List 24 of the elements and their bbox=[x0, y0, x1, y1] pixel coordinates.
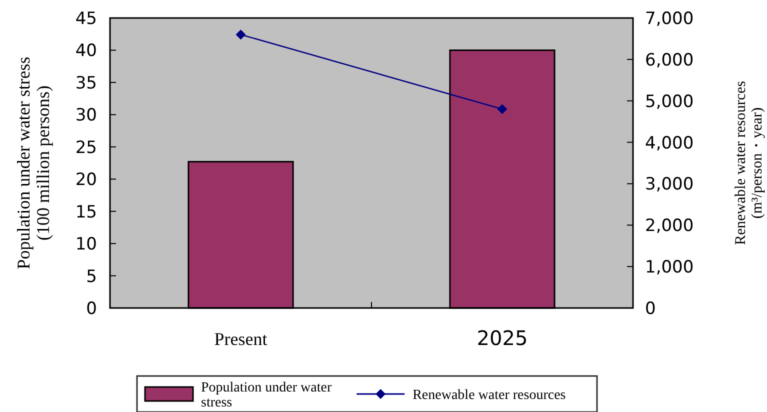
y2-tick-label: 5,000 bbox=[645, 92, 694, 112]
y2-tick-label: 6,000 bbox=[645, 50, 694, 70]
x-tick-label: Present bbox=[214, 329, 268, 349]
y2-tick-label: 4,000 bbox=[645, 133, 694, 154]
y2-axis-title: Renewable water resources (m³/person・year) bbox=[733, 80, 766, 246]
y-tick-label: 35 bbox=[75, 73, 97, 94]
y-tick-label: 40 bbox=[75, 41, 97, 62]
y2-tick-label: 3,000 bbox=[645, 174, 694, 195]
y-tick-label: 15 bbox=[75, 202, 97, 222]
legend-label: Population under water stress bbox=[201, 380, 332, 410]
legend-label: Renewable water resources bbox=[412, 388, 566, 403]
y-tick-label: 25 bbox=[75, 138, 97, 158]
y-tick-label: 0 bbox=[86, 299, 97, 319]
y-tick-label: 5 bbox=[86, 266, 97, 287]
y-tick-label: 45 bbox=[75, 9, 97, 29]
y-tick-label: 10 bbox=[75, 234, 97, 255]
y-axis-title: Population under water stress (100 million persons) bbox=[13, 56, 54, 270]
y2-tick-label: 2,000 bbox=[645, 216, 694, 236]
y2-tick-label: 0 bbox=[645, 299, 656, 319]
y2-tick-label: 1,000 bbox=[645, 258, 694, 278]
y2-tick-label: 7,000 bbox=[645, 9, 694, 29]
y-tick-label: 30 bbox=[75, 106, 97, 126]
x-tick-label: 2025 bbox=[476, 326, 528, 350]
y-tick-label: 20 bbox=[75, 170, 97, 190]
